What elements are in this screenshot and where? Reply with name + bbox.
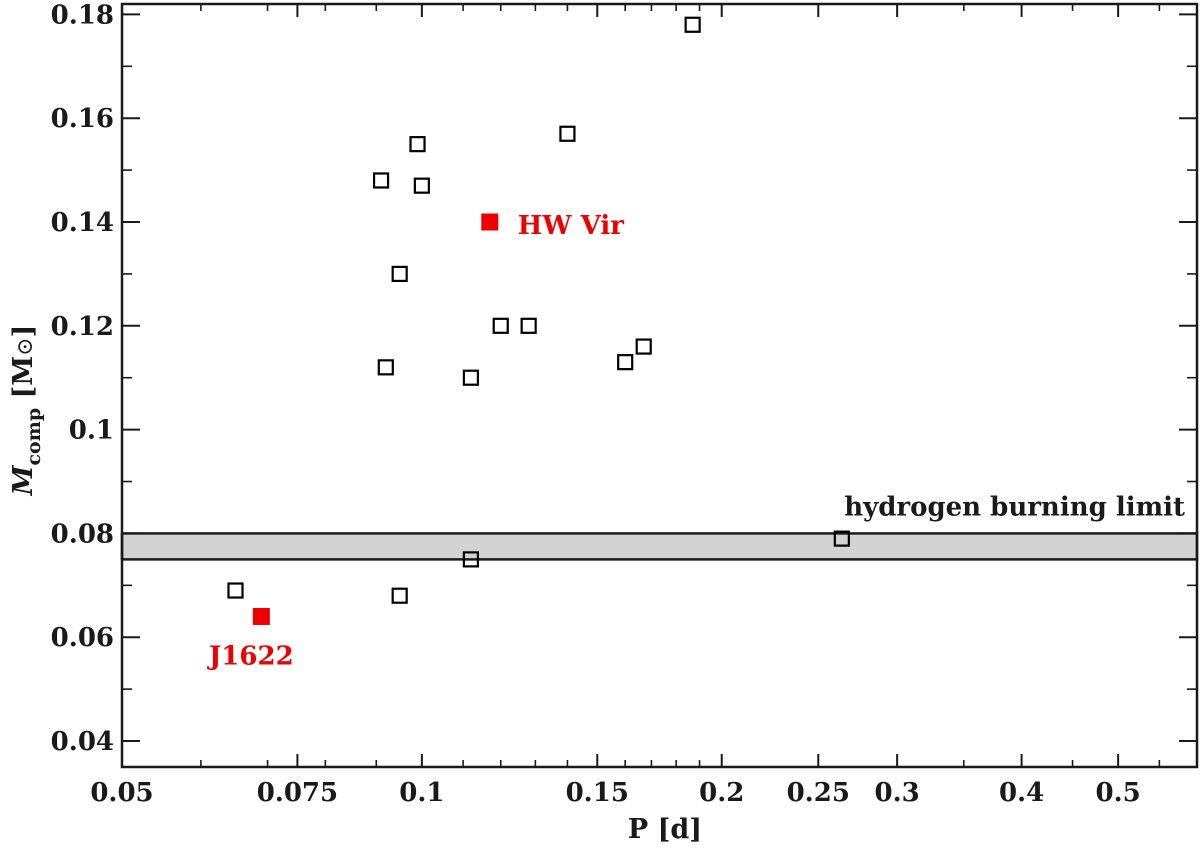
x-tick-label: 0.4 [999, 778, 1044, 808]
data-point-open-square [833, 530, 850, 547]
y-axis-title-symbol: M [8, 464, 39, 496]
y-axis-title: Mcomp [M⊙] [8, 325, 45, 497]
y-tick-label: 0.14 [51, 208, 114, 238]
data-point-open-square [391, 265, 408, 283]
hydrogen-burning-limit-band [120, 532, 1199, 561]
x-tick-label: 0.075 [257, 778, 338, 808]
data-point-open-square [227, 582, 244, 599]
data-point-open-square [377, 359, 394, 376]
data-point-open-square [391, 587, 408, 604]
hydrogen-burning-band [120, 532, 1199, 561]
x-tick-label: 0.1 [399, 778, 444, 808]
x-tick-label: 0.3 [875, 778, 920, 808]
data-point-open-square [684, 16, 701, 33]
highlight-point-label: J1622 [207, 641, 294, 671]
data-point-open-square [413, 177, 430, 194]
data-point-open-square [462, 551, 479, 568]
plot-frame [120, 2, 1199, 769]
y-tick-label: 0.06 [51, 623, 114, 653]
data-point-open-square [462, 369, 479, 386]
x-tick-label: 0.05 [90, 778, 153, 808]
x-tick-label: 0.5 [1096, 778, 1141, 808]
y-tick-label: 0.18 [51, 0, 114, 30]
y-axis-title-subscript: comp [23, 408, 45, 466]
highlight-point-label: HW Vir [518, 211, 624, 241]
x-tick-label: 0.25 [787, 778, 850, 808]
y-tick-label: 0.04 [51, 727, 114, 757]
x-tick-label: 0.2 [699, 778, 744, 808]
x-tick-label: 0.15 [566, 778, 629, 808]
data-point-filled-square [252, 607, 270, 625]
y-axis-title-sun-symbol: ⊙ [13, 337, 38, 355]
y-tick-label: 0.12 [51, 312, 114, 342]
y-tick-label: 0.1 [69, 416, 114, 446]
data-point-open-square [492, 317, 509, 334]
hydrogen-burning-limit-label: hydrogen burning limit [844, 492, 1185, 522]
data-point-open-square [559, 125, 576, 142]
x-axis-title: P [d] [628, 814, 702, 845]
data-point-open-square [372, 172, 390, 189]
annotations: hydrogen burning limit HW Vir J1622 [207, 211, 1185, 671]
y-axis-title-unit-close: ] [8, 325, 39, 338]
y-axis-title-unit-open: [M [8, 356, 39, 408]
data-points [227, 16, 850, 625]
data-point-open-square [617, 354, 634, 371]
data-point-open-square [520, 317, 537, 334]
data-point-open-square [635, 338, 652, 355]
y-tick-label: 0.08 [51, 519, 114, 549]
y-tick-label: 0.16 [51, 104, 114, 134]
data-point-filled-square [481, 213, 499, 231]
data-point-open-square [409, 136, 426, 153]
axis-ticks: 0.05 0.075 0.1 0.15 0.2 0.25 0.3 0.4 0.5 0.04 0.06… [51, 0, 1197, 808]
